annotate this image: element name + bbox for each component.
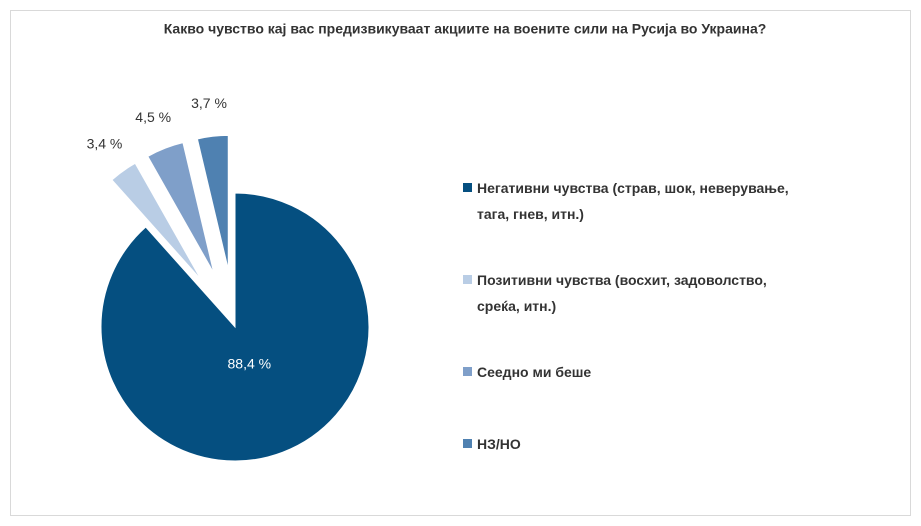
pie-slice [111,162,202,281]
legend-label: Сеедно ми беше [477,364,592,380]
legend-label: Позитивни чувства (восхит, задоволство, … [477,272,767,314]
legend-item: Позитивни чувства (восхит, задоволство, … [463,267,803,319]
legend-swatch [463,439,472,448]
legend-swatch [463,183,472,192]
legend-item: НЗ/НО [463,431,803,457]
pie-slice [147,142,215,274]
chart-title: Какво чувство кај вас предизвикуваат акц… [164,21,767,37]
legend-item: Негативни чувства (страв, шок, неверувањ… [463,175,803,227]
legend-item: Сеедно ми беше [463,359,803,385]
data-label: 4,5 % [135,109,171,125]
legend-label: Негативни чувства (страв, шок, неверувањ… [477,180,789,222]
legend-swatch [463,367,472,376]
data-label: 3,7 % [191,95,227,111]
legend-swatch [463,275,472,284]
pie-slice [100,192,370,462]
data-label: 88,4 % [228,355,272,371]
legend-label: НЗ/НО [477,436,521,452]
data-label: 3,4 % [87,136,123,152]
pie-slice [196,134,229,270]
